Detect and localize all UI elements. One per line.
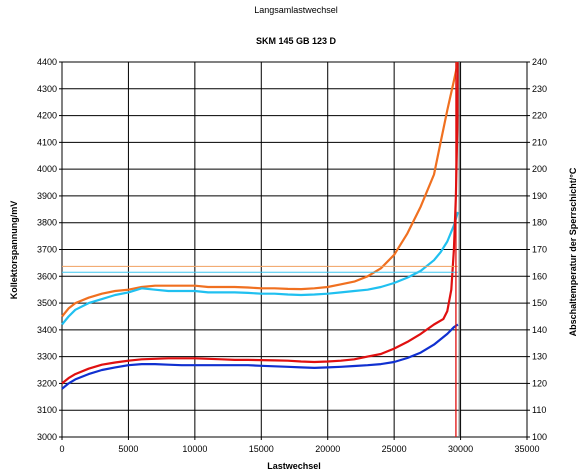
x-tick-label: 15000 (249, 444, 274, 454)
y-left-tick-label: 3700 (37, 245, 57, 255)
y-right-tick-label: 130 (532, 352, 547, 362)
x-tick-label: 10000 (182, 444, 207, 454)
y-left-tick-label: 3000 (37, 432, 57, 442)
y-left-axis-ticks: 3000 3100 3200 3300 3400 3500 3600 3700 3800 3900… (37, 57, 62, 442)
grid (62, 62, 527, 437)
series-layer (61, 61, 459, 390)
x-tick-label: 25000 (382, 444, 407, 454)
x-tick-label: 30000 (448, 444, 473, 454)
y-left-tick-label: 3600 (37, 271, 57, 281)
vline-layer (455, 62, 460, 437)
y-left-tick-label: 4000 (37, 164, 57, 174)
chart-subtitle: SKM 145 GB 123 D (256, 36, 337, 46)
x-axis-label: Lastwechsel (267, 461, 321, 471)
series-line-1 (61, 61, 459, 318)
y-left-tick-label: 3400 (37, 325, 57, 335)
x-tick-label: 5000 (118, 444, 138, 454)
x-tick-label: 0 (59, 444, 64, 454)
y-right-tick-label: 220 (532, 111, 547, 121)
series-line-3 (61, 61, 459, 385)
y-left-tick-label: 4300 (37, 84, 57, 94)
y-right-tick-label: 150 (532, 298, 547, 308)
y-right-tick-label: 110 (532, 405, 546, 415)
y-right-tick-label: 240 (532, 57, 547, 67)
y-left-tick-label: 3100 (37, 405, 57, 415)
y-left-tick-label: 4100 (37, 137, 57, 147)
y-right-tick-label: 180 (532, 218, 547, 228)
y-left-tick-label: 3500 (37, 298, 57, 308)
y-right-tick-label: 200 (532, 164, 547, 174)
y-left-tick-label: 3800 (37, 218, 57, 228)
y-right-tick-label: 100 (532, 432, 547, 442)
y-left-axis-label: Kollektorspannung/mV (9, 201, 19, 300)
y-right-tick-label: 160 (532, 271, 547, 281)
y-right-axis-ticks: 100 110 120 130 140 150 160 170 180 190 200 210 220 2… (527, 57, 547, 442)
x-axis-ticks: 0 5000 10000 15000 20000 25000 30000 35000 (59, 437, 540, 454)
y-left-tick-label: 3900 (37, 191, 57, 201)
y-right-tick-label: 120 (532, 378, 547, 388)
y-right-tick-label: 190 (532, 191, 547, 201)
x-tick-label: 20000 (315, 444, 340, 454)
x-tick-label: 35000 (514, 444, 539, 454)
y-right-tick-label: 140 (532, 325, 547, 335)
series-line-4 (61, 323, 459, 390)
y-right-axis-label: Abschaltemperatur der Sperrschicht/°C (568, 167, 578, 336)
y-left-tick-label: 4400 (37, 57, 57, 67)
y-left-tick-label: 3300 (37, 352, 57, 362)
y-right-tick-label: 170 (532, 245, 547, 255)
chart-title: Langsamlastwechsel (254, 5, 338, 15)
series-line-2 (61, 211, 459, 326)
y-left-tick-label: 4200 (37, 111, 57, 121)
y-left-tick-label: 3200 (37, 378, 57, 388)
y-right-tick-label: 230 (532, 84, 547, 94)
y-right-tick-label: 210 (532, 137, 547, 147)
